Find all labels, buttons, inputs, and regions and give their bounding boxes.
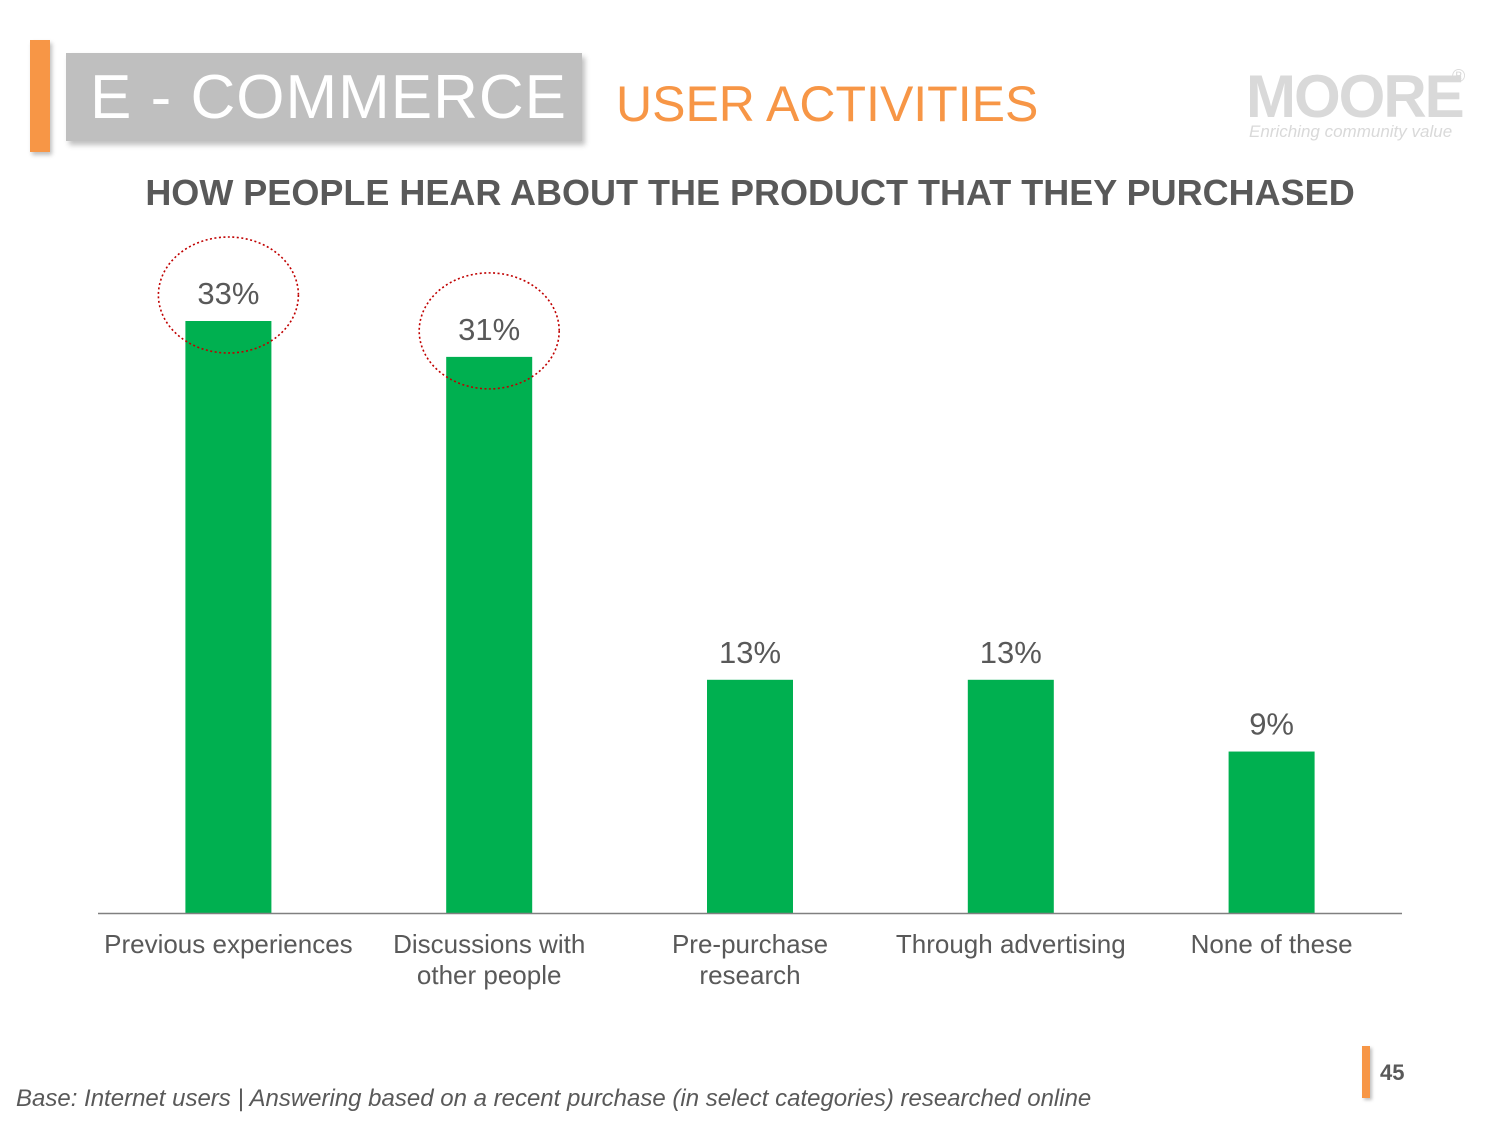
base-footnote: Base: Internet users | Answering based o… [16, 1085, 1092, 1112]
category-label-3-line-0: Through advertising [896, 929, 1126, 959]
category-label-3: Through advertising [896, 929, 1126, 959]
logo-tagline: Enriching community value [1249, 122, 1453, 141]
category-label-1: Discussions with other people [393, 929, 585, 990]
bar-3 [967, 679, 1054, 913]
highlight-circle-1 [418, 272, 561, 390]
data-label-2: 13% [719, 635, 781, 670]
chart-title: HOW PEOPLE HEAR ABOUT THE PRODUCT THAT T… [145, 172, 1355, 213]
data-label-0: 33% [197, 276, 259, 311]
header-accent-bar [30, 40, 50, 152]
category-label-2-line-0: Pre-purchase [672, 929, 828, 959]
bar-2 [707, 679, 793, 913]
page-number-accent [1362, 1046, 1370, 1098]
category-label-1-line-1: other people [417, 960, 562, 990]
bar-0 [185, 321, 272, 913]
logo-wordmark: MOORE [1246, 63, 1465, 130]
page-number: 45 [1380, 1060, 1405, 1085]
category-label-4-line-0: None of these [1191, 929, 1353, 959]
category-label-2: Pre-purchase research [672, 929, 828, 990]
section-label-box [66, 53, 582, 141]
moore-logo: MOORE ® Enriching community value [1246, 66, 1476, 146]
data-label-3: 13% [980, 635, 1042, 670]
data-label-4: 9% [1249, 707, 1294, 742]
category-label-2-line-1: research [699, 960, 800, 990]
highlight-circle-0 [157, 236, 300, 354]
category-label-0: Previous experiences [104, 929, 353, 959]
section-title: E - COMMERCE [90, 63, 567, 132]
registered-mark: ® [1452, 66, 1466, 86]
slide-title: USER ACTIVITIES [616, 76, 1039, 132]
data-label-1: 31% [458, 312, 520, 347]
category-label-4: None of these [1191, 929, 1353, 959]
category-label-1-line-0: Discussions with [393, 929, 585, 959]
bar-1 [446, 356, 533, 913]
bar-4 [1228, 751, 1315, 913]
category-label-0-line-0: Previous experiences [104, 929, 353, 959]
